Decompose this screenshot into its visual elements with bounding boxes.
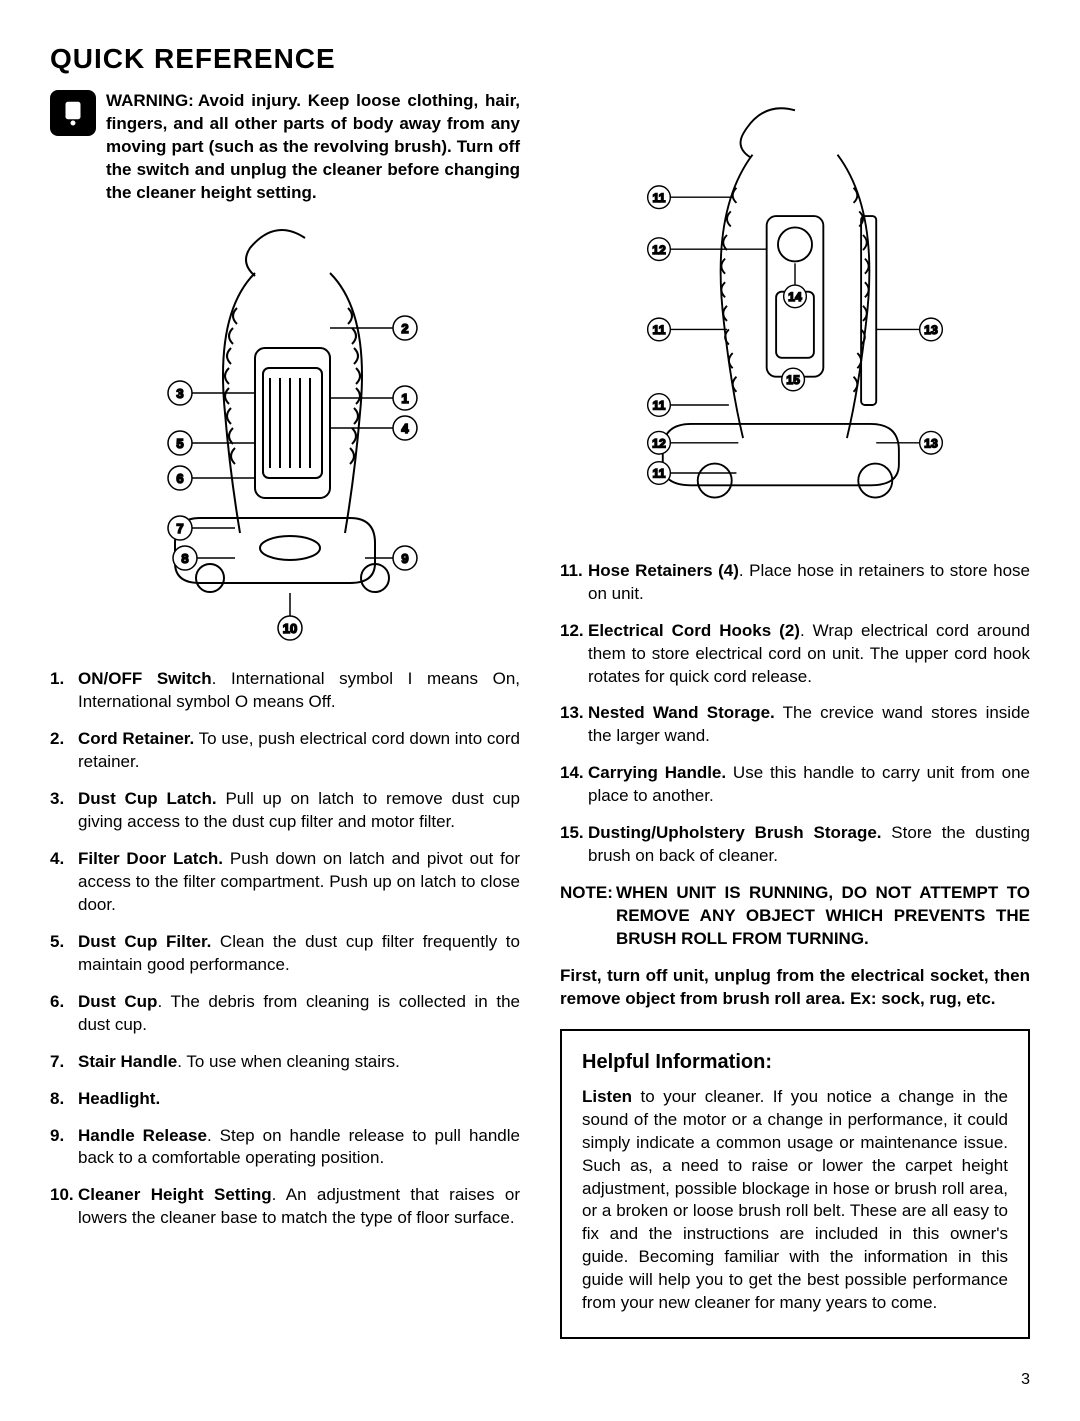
list-item: 12.Electrical Cord Hooks (2). Wrap elect… [560, 620, 1030, 689]
list-item: 7.Stair Handle. To use when cleaning sta… [50, 1051, 520, 1074]
list-item: 10.Cleaner Height Setting. An adjustment… [50, 1184, 520, 1230]
svg-text:7: 7 [176, 521, 183, 536]
warning-label: WARNING: [106, 91, 194, 110]
list-item: 6.Dust Cup. The debris from cleaning is … [50, 991, 520, 1037]
two-column-layout: WARNING:Avoid injury. Keep loose clothin… [50, 90, 1030, 1339]
feature-list-left: 1.ON/OFF Switch. International symbol I … [50, 668, 520, 1230]
list-item: 8.Headlight. [50, 1088, 520, 1111]
list-item: 15.Dusting/Upholstery Brush Storage. Sto… [560, 822, 1030, 868]
right-column: 11 12 14 11 13 15 11 12 13 [560, 90, 1030, 1339]
svg-text:11: 11 [653, 191, 666, 205]
info-heading: Helpful Information: [582, 1049, 1008, 1076]
svg-text:13: 13 [924, 323, 938, 337]
svg-text:11: 11 [653, 467, 666, 481]
feature-list-right: 11.Hose Retainers (4). Place hose in ret… [560, 560, 1030, 868]
list-item: 9.Handle Release. Step on handle release… [50, 1125, 520, 1171]
svg-text:3: 3 [176, 386, 183, 401]
instruction-para: First, turn off unit, unplug from the el… [560, 965, 1030, 1011]
note-lead: NOTE: [560, 882, 613, 905]
svg-text:5: 5 [176, 436, 183, 451]
svg-text:15: 15 [786, 373, 800, 387]
svg-text:9: 9 [401, 551, 408, 566]
list-item: 11.Hose Retainers (4). Place hose in ret… [560, 560, 1030, 606]
note-block: NOTE: WHEN UNIT IS RUNNING, DO NOT ATTEM… [560, 882, 1030, 951]
page-title: QUICK REFERENCE [50, 40, 1030, 78]
svg-text:10: 10 [283, 621, 297, 636]
svg-text:4: 4 [401, 421, 409, 436]
svg-text:6: 6 [176, 471, 183, 486]
svg-text:8: 8 [181, 551, 188, 566]
list-item: 13.Nested Wand Storage. The crevice wand… [560, 702, 1030, 748]
svg-text:2: 2 [401, 321, 408, 336]
list-item: 2.Cord Retainer. To use, push electrical… [50, 728, 520, 774]
svg-text:13: 13 [924, 436, 938, 450]
helpful-info-box: Helpful Information: Listen to your clea… [560, 1029, 1030, 1339]
left-column: WARNING:Avoid injury. Keep loose clothin… [50, 90, 520, 1339]
list-item: 4.Filter Door Latch. Push down on latch … [50, 848, 520, 917]
svg-text:1: 1 [401, 391, 408, 406]
front-diagram: 2 3 1 4 5 6 7 8 9 [50, 218, 520, 648]
warning-icon [50, 90, 96, 136]
info-body: Listen to your cleaner. If you notice a … [582, 1086, 1008, 1315]
list-item: 5.Dust Cup Filter. Clean the dust cup fi… [50, 931, 520, 977]
note-body: WHEN UNIT IS RUNNING, DO NOT ATTEMPT TO … [616, 882, 1030, 951]
svg-text:14: 14 [788, 290, 802, 304]
svg-text:11: 11 [653, 399, 666, 413]
svg-text:12: 12 [652, 243, 666, 257]
warning-text: WARNING:Avoid injury. Keep loose clothin… [106, 90, 520, 205]
svg-text:11: 11 [653, 323, 666, 337]
list-item: 3.Dust Cup Latch. Pull up on latch to re… [50, 788, 520, 834]
svg-text:12: 12 [652, 436, 666, 450]
list-item: 1.ON/OFF Switch. International symbol I … [50, 668, 520, 714]
list-item: 14.Carrying Handle. Use this handle to c… [560, 762, 1030, 808]
warning-block: WARNING:Avoid injury. Keep loose clothin… [50, 90, 520, 205]
page-number: 3 [50, 1369, 1030, 1391]
rear-diagram: 11 12 14 11 13 15 11 12 13 [560, 100, 1030, 540]
